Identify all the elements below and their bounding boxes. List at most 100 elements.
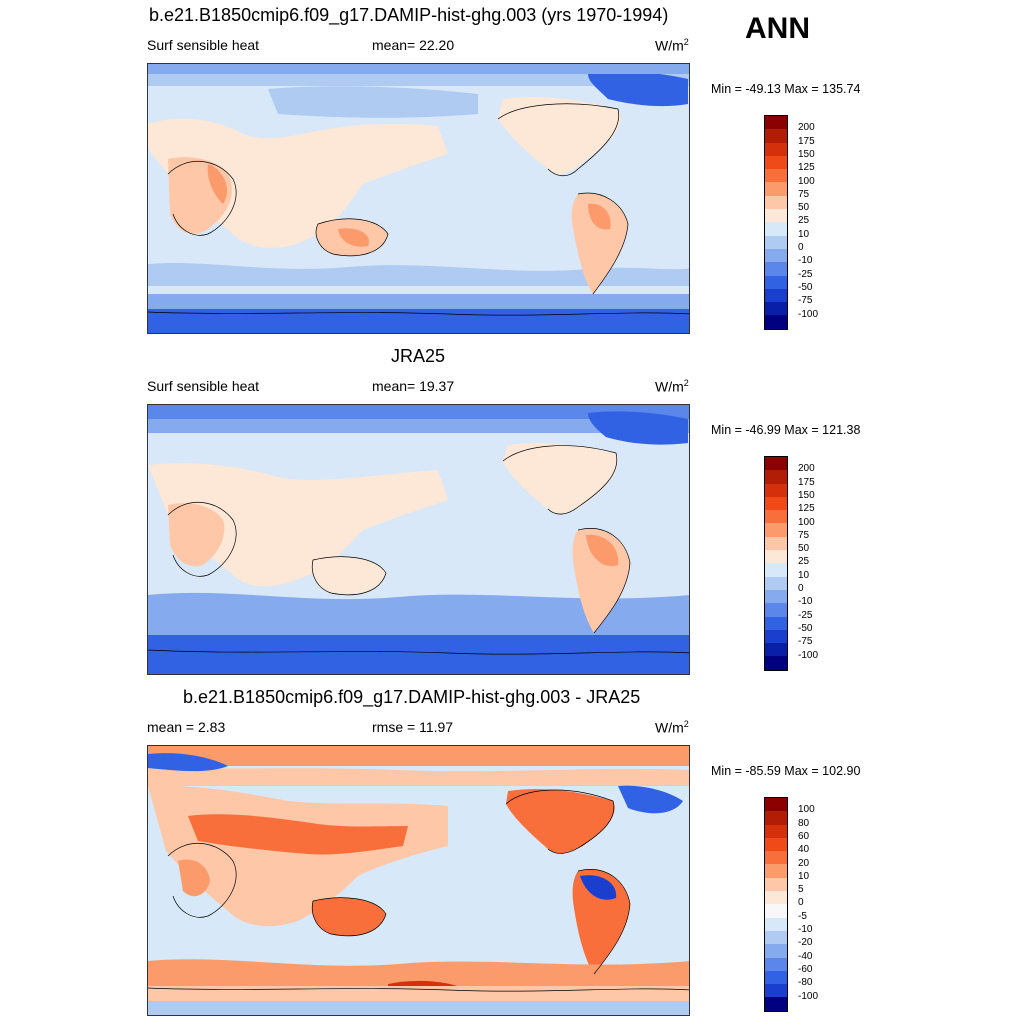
panel-2-colorbar-tick-label: -50 bbox=[798, 622, 813, 634]
panel-3-minmax: Min = -85.59 Max = 102.90 bbox=[711, 764, 861, 778]
panel-3-colorbar-tick-label: 5 bbox=[798, 884, 804, 896]
panel-2-colorbar-swatch bbox=[765, 656, 787, 670]
panel-1-variable-label: Surf sensible heat bbox=[147, 37, 260, 53]
panel-1-colorbar-swatch bbox=[765, 116, 787, 130]
panel-3-colorbar-tick-label: -5 bbox=[798, 910, 807, 922]
panel-3-title: b.e21.B1850cmip6.f09_g17.DAMIP-hist-ghg.… bbox=[183, 687, 641, 707]
panel-1-units: W/m2 bbox=[655, 37, 689, 54]
panel-3-colorbar bbox=[764, 797, 788, 1012]
panel-1-colorbar-swatch bbox=[765, 302, 787, 316]
panel-2-colorbar-tick-label: 0 bbox=[798, 583, 804, 594]
panel-2-colorbar-tick-label: -100 bbox=[798, 649, 819, 661]
panel-1-colorbar-tick-label: 0 bbox=[798, 242, 804, 253]
panel-2-colorbar-swatch bbox=[765, 616, 787, 630]
panel-1-colorbar-tick-label: -100 bbox=[798, 308, 819, 320]
panel-3-colorbar-swatch bbox=[765, 904, 787, 918]
panel-2-colorbar-swatch bbox=[765, 470, 787, 484]
panel-3-colorbar-swatch bbox=[765, 811, 787, 825]
panel-1-colorbar-swatch bbox=[765, 288, 787, 303]
panel-2-colorbar-swatch bbox=[765, 483, 787, 497]
panel-2-colorbar-tick-label: -75 bbox=[798, 636, 813, 648]
panel-3-colorbar-swatch bbox=[765, 997, 787, 1011]
panel-2-minmax: Min = -46.99 Max = 121.38 bbox=[711, 423, 861, 437]
panel-3-colorbar-swatch bbox=[765, 864, 787, 878]
panel-3-colorbar-tick-label: -10 bbox=[798, 924, 813, 935]
panel-3-colorbar-tick-label: 80 bbox=[798, 817, 810, 829]
panel-1-colorbar-swatch bbox=[765, 129, 787, 143]
panel-1-colorbar-swatch bbox=[765, 248, 787, 263]
panel-3-colorbar-swatch bbox=[765, 877, 787, 892]
panel-2-colorbar-tick-label: 25 bbox=[798, 556, 810, 568]
panel-1-colorbar-swatch bbox=[765, 155, 787, 170]
panel-1-colorbar-tick-label: 175 bbox=[798, 135, 815, 147]
panel-2-colorbar-tick-label: 100 bbox=[798, 516, 815, 528]
panel-2-colorbar-swatch bbox=[765, 603, 787, 617]
panel-3-mean-label: mean = 2.83 bbox=[147, 719, 226, 735]
panel-1-colorbar-swatch bbox=[765, 209, 787, 223]
panel-1-colorbar-swatch bbox=[765, 235, 787, 249]
panel-3-colorbar-tick-label: -80 bbox=[798, 977, 813, 989]
panel-3-colorbar-tick-label: -60 bbox=[798, 963, 813, 975]
panel-1-colorbar-swatch bbox=[765, 222, 787, 236]
panel-3-colorbar-tick-label: 20 bbox=[798, 857, 810, 869]
panel-2-colorbar-swatch bbox=[765, 510, 787, 524]
panel-2-colorbar-tick-label: 200 bbox=[798, 463, 815, 475]
panel-3-colorbar-swatch bbox=[765, 970, 787, 985]
panel-1-colorbar-swatch bbox=[765, 182, 787, 196]
panel-2-colorbar-tick-label: 50 bbox=[798, 543, 810, 555]
panel-3-colorbar-swatch bbox=[765, 917, 787, 931]
panel-3-colorbar-swatch bbox=[765, 837, 787, 852]
panel-2-colorbar-tick-label: -10 bbox=[798, 596, 813, 608]
panel-3-colorbar-swatch bbox=[765, 957, 787, 971]
panel-1-colorbar-swatch bbox=[765, 275, 787, 289]
panel-2-colorbar-swatch bbox=[765, 523, 787, 537]
panel-2-colorbar-tick-label: 150 bbox=[798, 489, 815, 501]
panel-2-colorbar-swatch bbox=[765, 576, 787, 590]
panel-3-colorbar-swatch bbox=[765, 984, 787, 998]
panel-1-colorbar-tick-label: 200 bbox=[798, 122, 815, 134]
panel-3-units: W/m2 bbox=[655, 719, 689, 736]
panel-1-colorbar-tick-label: 75 bbox=[798, 188, 810, 200]
panel-1-colorbar-tick-label: 10 bbox=[798, 228, 810, 240]
season-label: ANN bbox=[745, 12, 810, 45]
panel-2-variable-label: Surf sensible heat bbox=[147, 378, 260, 394]
panel-3-map bbox=[147, 745, 690, 1016]
panel-3-colorbar-tick-label: 60 bbox=[798, 830, 810, 842]
panel-2-colorbar-swatch bbox=[765, 536, 787, 551]
panel-2-colorbar-swatch bbox=[765, 643, 787, 657]
panel-1-colorbar bbox=[764, 115, 788, 330]
panel-1-colorbar-swatch bbox=[765, 195, 787, 210]
panel-2-map bbox=[147, 404, 690, 675]
panel-1-colorbar-swatch bbox=[765, 142, 787, 156]
panel-2-colorbar-swatch bbox=[765, 589, 787, 604]
panel-1-colorbar-tick-label: 50 bbox=[798, 202, 810, 214]
panel-3-colorbar-tick-label: 40 bbox=[798, 844, 810, 856]
panel-3-colorbar-swatch bbox=[765, 824, 787, 838]
panel-2-colorbar-swatch bbox=[765, 496, 787, 511]
panel-2-title: JRA25 bbox=[391, 346, 446, 366]
panel-2-colorbar-swatch bbox=[765, 629, 787, 644]
panel-3-colorbar-tick-label: -20 bbox=[798, 937, 813, 949]
panel-2-colorbar-tick-label: -25 bbox=[798, 609, 813, 621]
panel-2-colorbar-tick-label: 75 bbox=[798, 529, 810, 541]
panel-1-colorbar-tick-label: 100 bbox=[798, 175, 815, 187]
panel-2-colorbar-swatch bbox=[765, 563, 787, 577]
panel-1-colorbar-tick-label: 125 bbox=[798, 162, 815, 174]
panel-1-colorbar-swatch bbox=[765, 169, 787, 183]
panel-2-colorbar-tick-label: 10 bbox=[798, 569, 810, 581]
panel-1-colorbar-swatch bbox=[765, 262, 787, 276]
panel-2-mean-label: mean= 19.37 bbox=[372, 378, 455, 394]
panel-3-colorbar-tick-label: 100 bbox=[798, 804, 815, 816]
panel-1-colorbar-tick-label: 150 bbox=[798, 148, 815, 160]
panel-1-minmax: Min = -49.13 Max = 135.74 bbox=[711, 82, 861, 96]
panel-1-colorbar-tick-label: 25 bbox=[798, 215, 810, 227]
panel-1-map bbox=[147, 63, 690, 334]
panel-3-colorbar-swatch bbox=[765, 930, 787, 945]
panel-3-colorbar-swatch bbox=[765, 798, 787, 812]
panel-3-colorbar-swatch bbox=[765, 851, 787, 865]
panel-1-colorbar-tick-label: -25 bbox=[798, 268, 813, 280]
panel-2-colorbar-swatch bbox=[765, 550, 787, 564]
panel-3-map-graphic bbox=[148, 746, 689, 1015]
panel-2-colorbar-swatch bbox=[765, 457, 787, 471]
panel-1-colorbar-swatch bbox=[765, 315, 787, 329]
